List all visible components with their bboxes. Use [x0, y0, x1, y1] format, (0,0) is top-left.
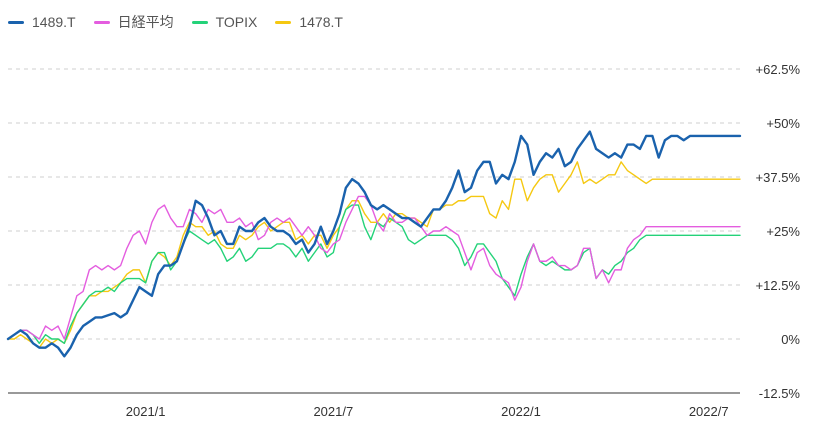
x-tick-label: 2021/7	[313, 404, 353, 419]
series-line-日経平均	[7, 195, 741, 340]
series-line-1489.T	[6, 130, 742, 358]
legend-swatch-1489	[8, 20, 24, 24]
y-tick-label: +37.5%	[756, 170, 801, 185]
legend-label-nikkei: 日経平均	[117, 14, 174, 30]
series-line-TOPIX	[7, 204, 741, 345]
y-tick-label: 0%	[781, 332, 800, 347]
y-tick-label: +62.5%	[756, 62, 801, 77]
x-tick-label: 2022/1	[501, 404, 541, 419]
legend-label-topix: TOPIX	[215, 14, 258, 30]
legend-label-1489: 1489.T	[32, 14, 76, 30]
legend-item-1489[interactable]: 1489.T	[8, 14, 76, 30]
y-tick-label: +25%	[766, 224, 800, 239]
legend-label-1478: 1478.T	[299, 14, 343, 30]
legend-item-1478[interactable]: 1478.T	[275, 14, 343, 30]
legend-swatch-topix	[191, 20, 208, 24]
series-line-1478.T	[7, 161, 741, 349]
legend: 1489.T 日経平均 TOPIX 1478.T	[8, 12, 343, 32]
x-tick-label: 2021/1	[126, 404, 166, 419]
legend-item-topix[interactable]: TOPIX	[191, 14, 258, 30]
x-tick-label: 2022/7	[689, 404, 729, 419]
y-tick-label: +12.5%	[756, 278, 801, 293]
legend-item-nikkei[interactable]: 日経平均	[93, 12, 174, 32]
legend-swatch-1478	[275, 20, 292, 24]
y-tick-label: -12.5%	[759, 386, 801, 401]
y-tick-label: +50%	[766, 116, 800, 131]
legend-swatch-nikkei	[93, 20, 110, 24]
